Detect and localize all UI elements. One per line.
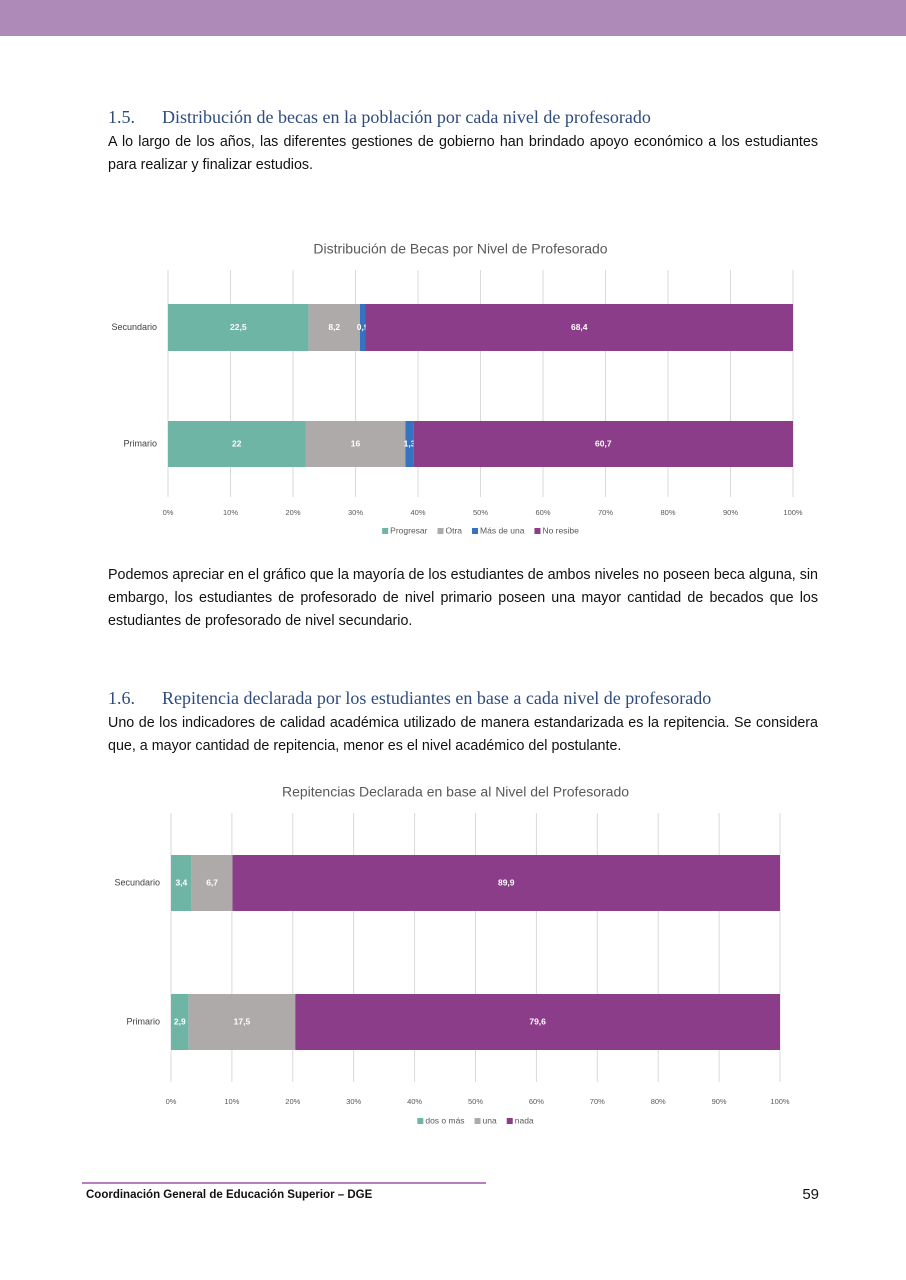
x-tick-label: 30% — [346, 1097, 361, 1106]
bar-segment — [232, 855, 780, 911]
x-tick-label: 60% — [535, 508, 550, 517]
y-tick-label: Primario — [126, 1016, 160, 1026]
section-title: Distribución de becas en la población po… — [162, 107, 651, 127]
y-tick-label: Secundario — [111, 322, 157, 332]
legend-label: dos o más — [425, 1115, 464, 1125]
legend-swatch — [437, 528, 444, 534]
data-label: 79,6 — [529, 1016, 546, 1026]
data-label: 89,9 — [498, 877, 515, 887]
legend-label: una — [483, 1115, 497, 1125]
data-label: 1,3 — [404, 438, 416, 448]
x-tick-label: 10% — [224, 1097, 239, 1106]
legend-label: Más de una — [480, 525, 525, 535]
data-label: 68,4 — [571, 322, 588, 332]
x-tick-label: 70% — [598, 508, 613, 517]
bar-segment — [168, 304, 309, 351]
section-title: Repitencia declarada por los estudiantes… — [162, 688, 712, 708]
legend-swatch — [417, 1118, 424, 1124]
x-tick-label: 100% — [770, 1097, 790, 1106]
data-label: 8,2 — [328, 322, 340, 332]
bar-segment — [188, 994, 296, 1050]
section-number: 1.5. — [108, 107, 135, 127]
data-label: 16 — [351, 438, 361, 448]
x-tick-label: 90% — [712, 1097, 727, 1106]
legend: Progresar Otra Más de una No resibe — [382, 525, 579, 535]
legend-label: Otra — [445, 525, 462, 535]
data-label: 17,5 — [234, 1016, 251, 1026]
x-tick-label: 90% — [723, 508, 738, 517]
bar-segment — [405, 421, 414, 467]
legend-swatch — [506, 1118, 513, 1124]
footer-line — [82, 1182, 486, 1184]
chart-title: Distribución de Becas por Nivel de Profe… — [313, 241, 607, 257]
x-tick-label: 40% — [410, 508, 425, 517]
section-number: 1.6. — [108, 688, 135, 708]
legend-label: Progresar — [390, 525, 427, 535]
paragraph: Uno de los indicadores de calidad académ… — [108, 715, 818, 754]
bar-segment — [191, 855, 233, 911]
data-label: 2,9 — [174, 1016, 186, 1026]
footer-text: Coordinación General de Educación Superi… — [86, 1189, 373, 1201]
y-tick-label: Secundario — [114, 877, 160, 887]
data-label: 0,9 — [357, 322, 369, 332]
x-tick-label: 0% — [163, 508, 174, 517]
x-tick-label: 20% — [285, 1097, 300, 1106]
x-tick-label: 80% — [660, 508, 675, 517]
y-tick-label: Primario — [123, 438, 157, 448]
section-heading: 1.6. Repitencia declarada por los estudia… — [108, 688, 711, 709]
data-label: 22,5 — [230, 322, 247, 332]
x-tick-label: 70% — [590, 1097, 605, 1106]
legend-swatch — [534, 528, 541, 534]
x-tick-label: 50% — [473, 508, 488, 517]
bar-segment — [413, 421, 793, 467]
paragraph: A lo largo de los años, las diferentes g… — [108, 134, 818, 173]
legend-label: nada — [515, 1115, 534, 1125]
legend: dos o más una nada — [417, 1115, 534, 1125]
section-heading: 1.5. Distribución de becas en la població… — [108, 107, 651, 128]
bar-segment — [308, 304, 360, 351]
bar-segment — [171, 994, 189, 1050]
data-label: 3,4 — [175, 877, 187, 887]
data-label: 6,7 — [206, 877, 218, 887]
x-tick-label: 50% — [468, 1097, 483, 1106]
legend-swatch — [472, 528, 479, 534]
x-tick-label: 100% — [783, 508, 803, 517]
bar-segment — [295, 994, 780, 1050]
legend-swatch — [382, 528, 389, 534]
bar-segment — [365, 304, 793, 351]
paragraph: Podemos apreciar en el gráfico que la ma… — [108, 567, 818, 629]
data-label: 22 — [232, 438, 242, 448]
bar-segment — [168, 421, 306, 467]
bar-segment — [359, 304, 366, 351]
bar-segment — [171, 855, 192, 911]
legend-swatch — [474, 1118, 481, 1124]
x-tick-label: 10% — [223, 508, 238, 517]
header-band — [0, 0, 906, 36]
x-tick-label: 20% — [285, 508, 300, 517]
chart-title: Repitencias Declarada en base al Nivel d… — [282, 784, 629, 800]
x-tick-label: 80% — [651, 1097, 666, 1106]
bar-segment — [305, 421, 406, 467]
data-label: 60,7 — [595, 438, 612, 448]
x-tick-label: 40% — [407, 1097, 422, 1106]
page-number: 59 — [802, 1186, 819, 1203]
x-tick-label: 0% — [166, 1097, 177, 1106]
legend-label: No resibe — [542, 525, 579, 535]
x-tick-label: 30% — [348, 508, 363, 517]
x-tick-label: 60% — [529, 1097, 544, 1106]
